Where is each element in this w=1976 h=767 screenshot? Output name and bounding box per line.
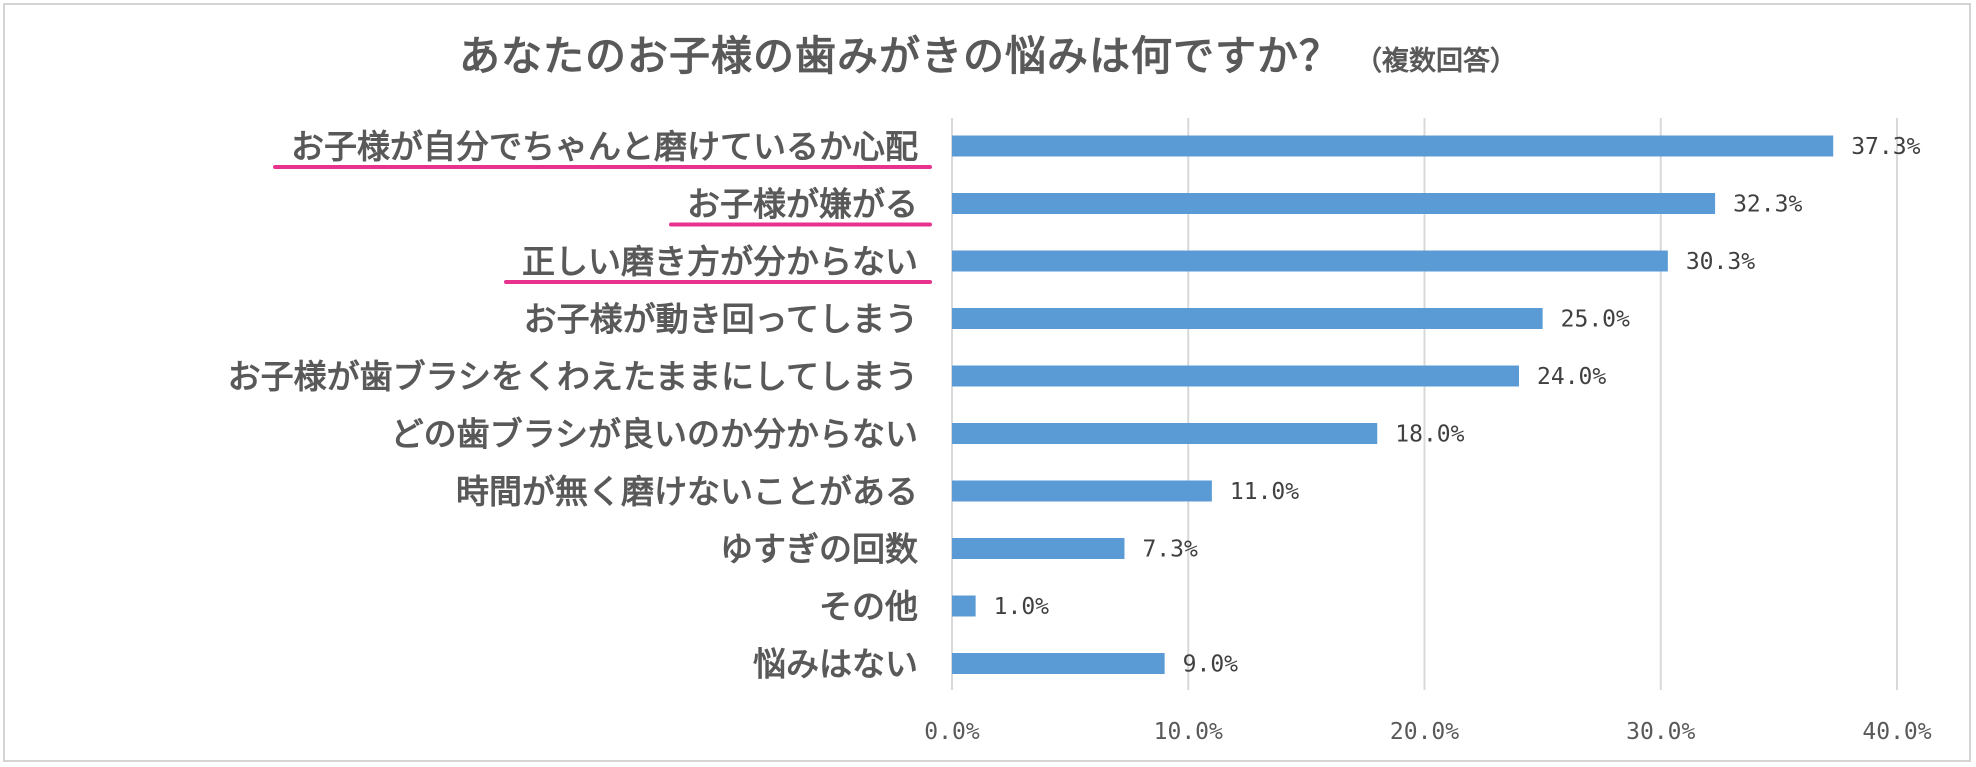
value-label: 30.3% — [1686, 249, 1755, 275]
value-label: 7.3% — [1142, 537, 1198, 563]
category-label: どの歯ブラシが良いのか分からない — [391, 415, 918, 454]
bar — [952, 538, 1125, 559]
bar — [952, 250, 1668, 272]
x-tick-label: 0.0% — [924, 719, 980, 745]
chart-title: あなたのお子様の歯みがきの悩みは何ですか？ — [459, 32, 1341, 80]
value-label: 11.0% — [1230, 479, 1299, 505]
value-label: 9.0% — [1183, 652, 1239, 678]
category-label: ゆすぎの回数 — [720, 530, 919, 569]
x-tick-label: 10.0% — [1154, 719, 1223, 745]
category-label: お子様が歯ブラシをくわえたままにしてしまう — [228, 357, 918, 396]
category-label: 正しい磨き方が分からない — [522, 242, 918, 281]
bar — [952, 423, 1378, 444]
category-label: お子様が嫌がる — [687, 185, 918, 224]
category-label: お子様が自分でちゃんと磨けているか心配 — [291, 127, 918, 166]
value-label: 37.3% — [1851, 134, 1920, 160]
value-label: 24.0% — [1537, 364, 1606, 390]
bar — [952, 653, 1165, 674]
category-label: お子様が動き回ってしまう — [524, 300, 918, 339]
value-label: 32.3% — [1733, 192, 1802, 218]
x-tick-label: 20.0% — [1390, 719, 1459, 745]
category-label: 時間が無く磨けないことがある — [456, 472, 918, 511]
bar — [952, 480, 1212, 502]
chart-subtitle: （複数回答） — [1355, 46, 1517, 77]
x-tick-label: 40.0% — [1862, 719, 1931, 745]
value-label: 18.0% — [1395, 422, 1464, 448]
chart-title-block: あなたのお子様の歯みがきの悩みは何ですか？ （複数回答） — [0, 22, 1976, 82]
bar — [952, 193, 1716, 214]
bar — [952, 365, 1519, 387]
x-tick-label: 30.0% — [1626, 719, 1695, 745]
value-label: 25.0% — [1561, 307, 1630, 333]
value-label: 1.0% — [994, 594, 1050, 620]
bar — [952, 135, 1834, 157]
bar — [952, 595, 976, 617]
category-label: 悩みはない — [753, 645, 918, 684]
category-label: その他 — [819, 587, 918, 626]
bar — [952, 308, 1543, 329]
